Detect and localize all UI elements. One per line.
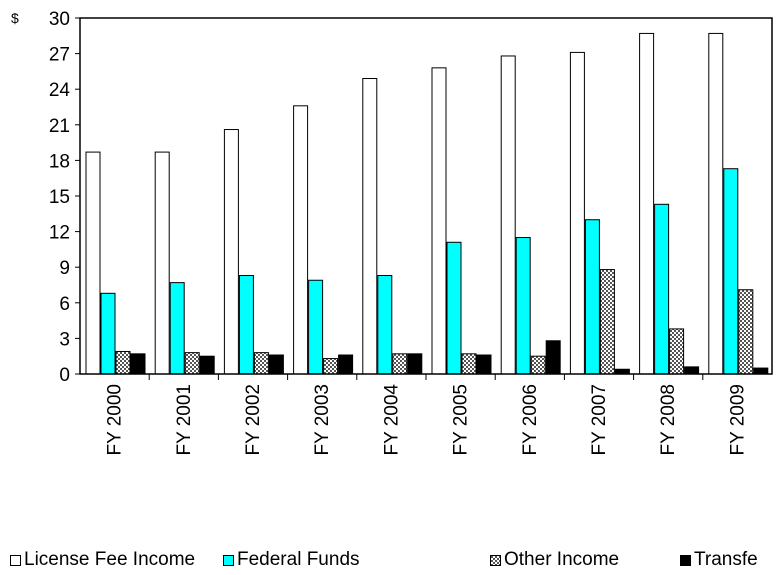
bar-transfe — [545, 340, 561, 375]
bar-license-fee-income — [639, 32, 655, 375]
y-tick-label: 6 — [59, 294, 70, 315]
y-tick-label: 21 — [49, 116, 70, 137]
x-tick-label: FY 2004 — [381, 384, 402, 456]
bar-federal-funds — [308, 279, 324, 375]
legend-item-federal-funds: Federal Funds — [223, 549, 360, 571]
bar-license-fee-income — [708, 32, 724, 375]
y-tick-label: 9 — [59, 258, 70, 279]
bar-other-income — [599, 269, 615, 375]
legend-swatch-white — [10, 554, 21, 566]
y-tick-label: 0 — [59, 365, 70, 386]
bar-other-income — [323, 358, 339, 375]
y-tick-label: 3 — [59, 329, 70, 350]
bar-transfe — [338, 354, 354, 375]
x-tick-label: FY 2008 — [658, 384, 679, 455]
y-tick-label: 12 — [49, 223, 70, 244]
plot-area-border — [79, 17, 773, 375]
bar-license-fee-income — [223, 129, 239, 375]
bar-other-income — [738, 289, 754, 375]
bar-other-income — [253, 352, 269, 375]
bar-transfe — [268, 354, 284, 375]
y-axis: 0 3 6 9 12 15 18 21 24 27 30 — [49, 9, 80, 386]
unit-label: $ — [11, 10, 19, 26]
bar-license-fee-income — [362, 78, 378, 375]
bar-transfe — [476, 354, 492, 375]
bar-federal-funds — [377, 275, 393, 375]
x-axis: FY 2000 FY 2001 FY 2002 FY 2003 FY 2004 FY 20… — [105, 384, 749, 456]
bar-transfe — [684, 366, 700, 375]
legend: License Fee Income Federal Funds Other I… — [0, 549, 778, 575]
x-tick-label: FY 2006 — [520, 384, 541, 455]
x-tick-label: FY 2001 — [174, 384, 195, 455]
legend-swatch-cyan — [223, 554, 234, 566]
bar-other-income — [530, 355, 546, 375]
y-tick-label: 18 — [49, 151, 70, 172]
legend-swatch-checker — [490, 554, 501, 566]
legend-label: License Fee Income — [24, 549, 196, 570]
legend-label: Transfe — [694, 549, 758, 570]
y-tick-label: 15 — [49, 187, 70, 208]
legend-item-transfers: Transfe — [680, 549, 758, 571]
legend-swatch-black — [680, 554, 691, 566]
y-tick-label: 30 — [49, 9, 70, 30]
x-tick-label: FY 2002 — [243, 384, 264, 455]
x-tick-label: FY 2007 — [589, 384, 610, 455]
bar-license-fee-income — [569, 51, 585, 375]
y-tick-label: 24 — [49, 80, 71, 101]
bar-license-fee-income — [85, 151, 101, 375]
bar-transfe — [199, 355, 215, 375]
bar-transfe — [130, 353, 146, 375]
bar-federal-funds — [654, 203, 670, 375]
bar-transfe — [407, 353, 423, 375]
bar-other-income — [115, 350, 131, 375]
bar-federal-funds — [723, 168, 739, 375]
x-tick-label: FY 2009 — [727, 384, 748, 455]
bar-other-income — [184, 352, 200, 375]
bar-federal-funds — [446, 241, 462, 375]
legend-label: Other Income — [504, 549, 620, 570]
legend-item-other-income: Other Income — [490, 549, 619, 571]
bar-license-fee-income — [500, 55, 516, 375]
legend-label: Federal Funds — [237, 549, 360, 570]
bar-other-income — [669, 328, 685, 375]
bar-license-fee-income — [293, 105, 309, 375]
legend-item-license-fee-income: License Fee Income — [10, 549, 195, 571]
y-tick-label: 27 — [49, 45, 70, 66]
bar-other-income — [392, 353, 408, 375]
bar-federal-funds — [100, 292, 116, 375]
bar-license-fee-income — [431, 67, 447, 375]
x-tick-label: FY 2000 — [105, 384, 126, 455]
bar-transfe — [753, 367, 769, 375]
bar-federal-funds — [584, 219, 600, 375]
bar-license-fee-income — [154, 151, 170, 375]
bars — [85, 32, 769, 380]
bar-other-income — [461, 353, 477, 375]
bar-federal-funds — [169, 282, 185, 375]
x-tick-label: FY 2003 — [312, 384, 333, 455]
bar-federal-funds — [515, 237, 531, 375]
x-tick-label: FY 2005 — [451, 384, 472, 455]
bar-federal-funds — [238, 275, 254, 375]
